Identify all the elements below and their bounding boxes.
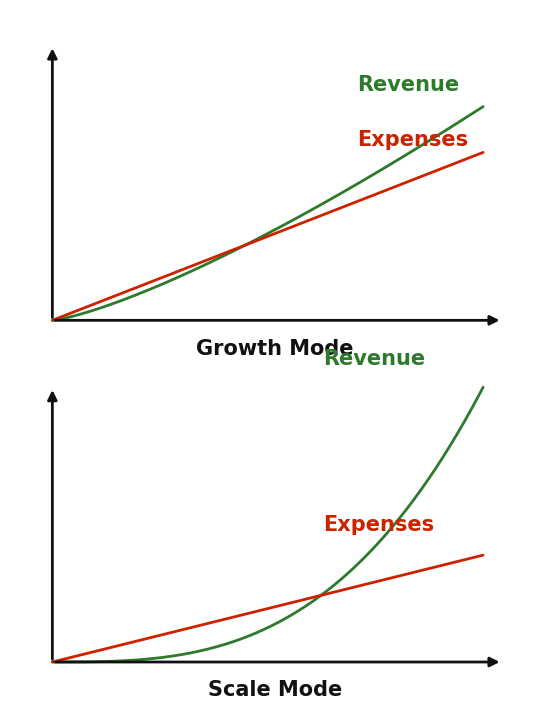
- Text: Scale Mode: Scale Mode: [208, 680, 342, 700]
- Text: Growth Mode: Growth Mode: [196, 339, 354, 358]
- Text: Revenue: Revenue: [323, 349, 426, 369]
- Text: Expenses: Expenses: [323, 515, 434, 534]
- Text: Expenses: Expenses: [358, 130, 469, 150]
- Text: Revenue: Revenue: [358, 75, 459, 95]
